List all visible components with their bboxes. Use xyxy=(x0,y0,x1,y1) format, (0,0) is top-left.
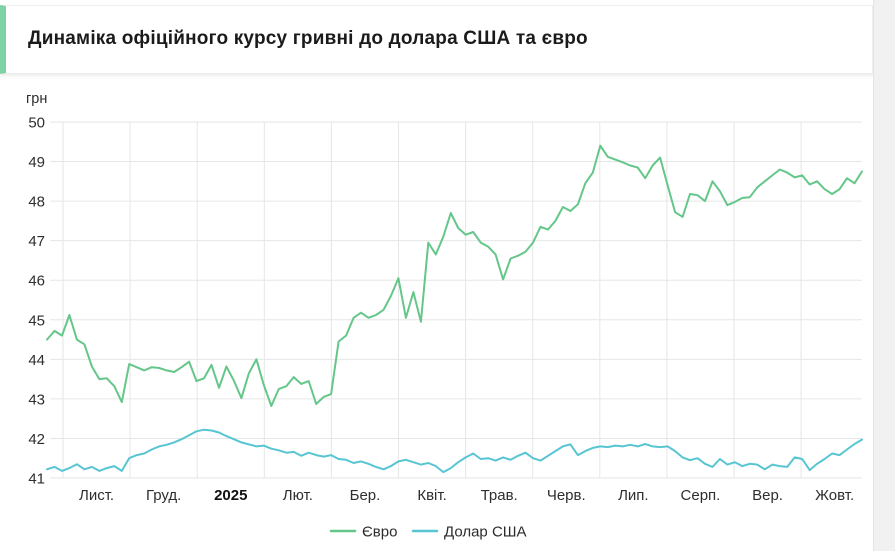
y-axis-tick-label: 45 xyxy=(28,312,45,329)
x-axis-tick-label: Лист. xyxy=(79,487,114,504)
x-axis-tick-label: Лип. xyxy=(618,487,649,504)
y-axis-tick-label: 42 xyxy=(28,431,45,448)
chart-area: 41 42 43 44 45 46 47 48 49 50 Лист. Груд. 2025 Лют. Бе… xyxy=(0,81,873,551)
x-axis-tick-label: 2025 xyxy=(214,487,247,504)
x-axis-tick-label: Жовт. xyxy=(815,487,854,504)
y-axis-tick-label: 44 xyxy=(28,352,45,369)
y-axis-tick-label: 50 xyxy=(28,115,45,132)
y-axis-tick-label: 41 xyxy=(28,471,45,488)
x-axis-tick-label: Трав. xyxy=(481,487,518,504)
chart-title-card: Динаміка офіційного курсу гривні до дола… xyxy=(0,5,873,74)
x-axis-tick-label: Груд. xyxy=(146,487,181,504)
page-title: Динаміка офіційного курсу гривні до дола… xyxy=(28,28,588,50)
x-axis-tick-label: Квіт. xyxy=(417,487,446,504)
dollar-series-line xyxy=(46,428,863,474)
y-axis-tick-label: 48 xyxy=(28,194,45,211)
page-gutter xyxy=(873,0,895,551)
legend-euro-label[interactable]: Євро xyxy=(362,524,397,541)
euro-series-line xyxy=(46,144,863,407)
legend-dollar-label[interactable]: Долар США xyxy=(444,524,527,541)
y-axis-tick-label: 46 xyxy=(28,273,45,290)
x-axis-tick-label: Серп. xyxy=(681,487,721,504)
exchange-rate-chart: 41 42 43 44 45 46 47 48 49 50 Лист. Груд. 2025 Лют. Бе… xyxy=(26,91,863,541)
x-axis-tick-label: Вер. xyxy=(752,487,783,504)
y-axis-unit-label: грн xyxy=(26,91,47,107)
x-axis-tick-label: Лют. xyxy=(283,487,313,504)
y-axis-tick-label: 49 xyxy=(28,154,45,171)
y-axis-tick-label: 43 xyxy=(28,391,45,408)
y-axis-tick-label: 47 xyxy=(28,233,45,250)
x-axis-tick-label: Черв. xyxy=(547,487,586,504)
x-axis-tick-label: Бер. xyxy=(350,487,381,504)
